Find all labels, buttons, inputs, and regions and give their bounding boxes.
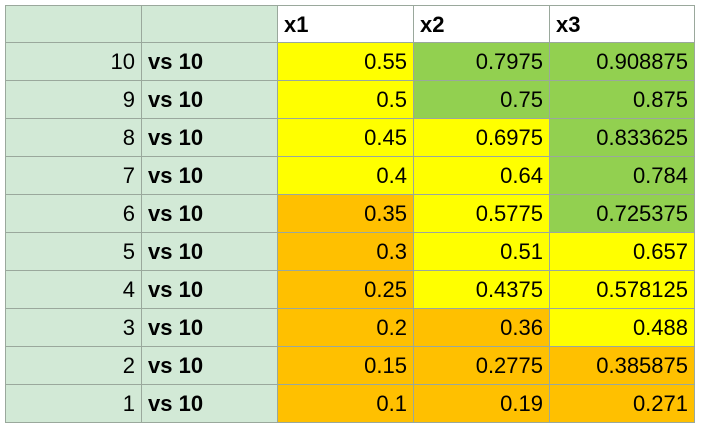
row-label[interactable]: vs 10 [142, 309, 278, 347]
row-label[interactable]: vs 10 [142, 157, 278, 195]
value-cell[interactable]: 0.2 [278, 309, 414, 347]
value-cell[interactable]: 0.5 [278, 81, 414, 119]
value-cell[interactable]: 0.908875 [550, 43, 695, 81]
value-cell[interactable]: 0.35 [278, 195, 414, 233]
value-cell[interactable]: 0.1 [278, 385, 414, 423]
row-label[interactable]: vs 10 [142, 347, 278, 385]
value-cell[interactable]: 0.4 [278, 157, 414, 195]
row-number[interactable]: 6 [5, 195, 142, 233]
row-label[interactable]: vs 10 [142, 43, 278, 81]
value-cell[interactable]: 0.75 [414, 81, 550, 119]
value-cell[interactable]: 0.385875 [550, 347, 695, 385]
column-header[interactable]: x2 [414, 5, 550, 43]
row-label[interactable]: vs 10 [142, 385, 278, 423]
row-number[interactable]: 3 [5, 309, 142, 347]
value-cell[interactable]: 0.5775 [414, 195, 550, 233]
row-label[interactable]: vs 10 [142, 81, 278, 119]
value-cell[interactable]: 0.51 [414, 233, 550, 271]
value-cell[interactable]: 0.2775 [414, 347, 550, 385]
row-number[interactable]: 2 [5, 347, 142, 385]
row-number[interactable]: 4 [5, 271, 142, 309]
value-cell[interactable]: 0.6975 [414, 119, 550, 157]
value-cell[interactable]: 0.36 [414, 309, 550, 347]
column-header[interactable]: x3 [550, 5, 695, 43]
value-cell[interactable]: 0.657 [550, 233, 695, 271]
value-cell[interactable]: 0.19 [414, 385, 550, 423]
value-cell[interactable]: 0.15 [278, 347, 414, 385]
value-cell[interactable]: 0.4375 [414, 271, 550, 309]
value-cell[interactable]: 0.875 [550, 81, 695, 119]
row-number[interactable]: 1 [5, 385, 142, 423]
row-number[interactable]: 10 [5, 43, 142, 81]
column-header[interactable]: x1 [278, 5, 414, 43]
value-cell[interactable]: 0.55 [278, 43, 414, 81]
value-cell[interactable]: 0.784 [550, 157, 695, 195]
row-label[interactable]: vs 10 [142, 271, 278, 309]
row-number[interactable]: 5 [5, 233, 142, 271]
value-cell[interactable]: 0.45 [278, 119, 414, 157]
value-cell[interactable]: 0.725375 [550, 195, 695, 233]
row-number[interactable]: 7 [5, 157, 142, 195]
row-number[interactable]: 8 [5, 119, 142, 157]
value-cell[interactable]: 0.7975 [414, 43, 550, 81]
header-cell[interactable] [5, 5, 142, 43]
value-cell[interactable]: 0.578125 [550, 271, 695, 309]
value-cell[interactable]: 0.3 [278, 233, 414, 271]
row-label[interactable]: vs 10 [142, 233, 278, 271]
header-cell[interactable] [142, 5, 278, 43]
value-cell[interactable]: 0.488 [550, 309, 695, 347]
row-label[interactable]: vs 10 [142, 119, 278, 157]
value-cell[interactable]: 0.25 [278, 271, 414, 309]
row-label[interactable]: vs 10 [142, 195, 278, 233]
value-cell[interactable]: 0.833625 [550, 119, 695, 157]
row-number[interactable]: 9 [5, 81, 142, 119]
value-cell[interactable]: 0.271 [550, 385, 695, 423]
value-cell[interactable]: 0.64 [414, 157, 550, 195]
